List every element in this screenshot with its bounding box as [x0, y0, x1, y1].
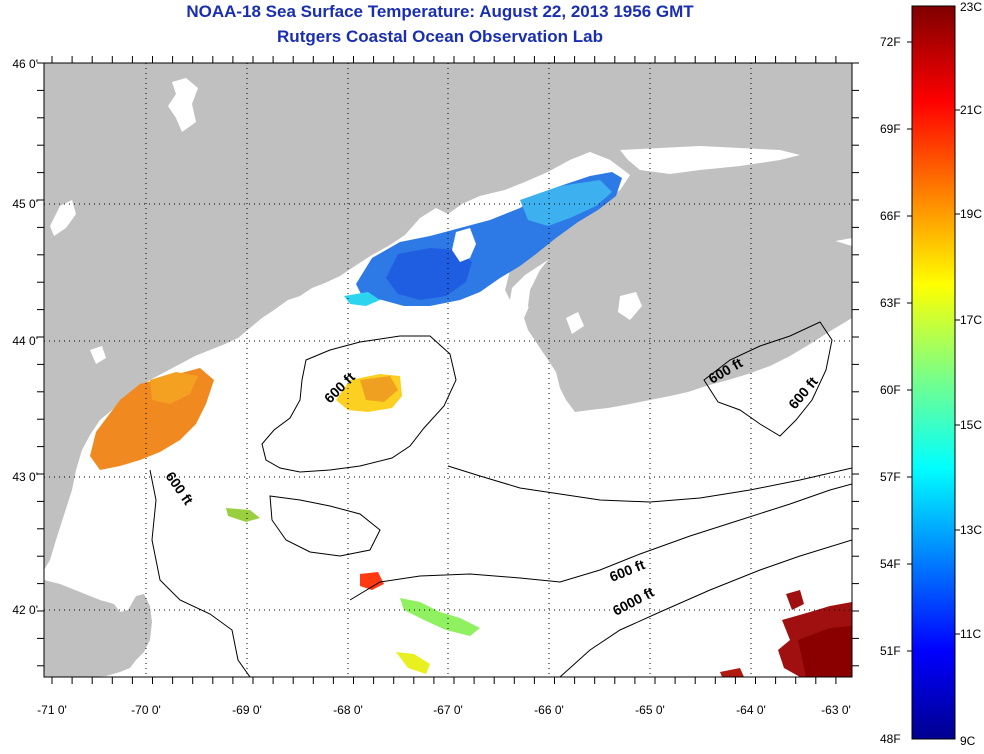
- colorbar-c-label: 9C: [960, 734, 976, 748]
- lon-tick-label: -71 0': [37, 703, 67, 717]
- land-maine-new-brunswick: [44, 63, 852, 570]
- lake: [618, 292, 642, 320]
- lon-tick-label: -67 0': [433, 703, 463, 717]
- lon-tick-label: -64 0': [736, 703, 766, 717]
- colorbar-c-label: 19C: [960, 207, 983, 221]
- colorbar-f-label: 54F: [880, 557, 901, 571]
- sst-patches: [90, 172, 852, 677]
- lon-tick-label: -69 0': [232, 703, 262, 717]
- colorbar-f-label: 51F: [880, 644, 901, 658]
- map-title: NOAA-18 Sea Surface Temperature: August …: [186, 2, 694, 21]
- plot-frame: [43, 62, 853, 678]
- colorbar-f-label: 66F: [880, 209, 901, 223]
- lat-tick-label: 43 0': [12, 470, 38, 484]
- lake: [90, 346, 106, 364]
- colorbar-c-label: 13C: [960, 523, 983, 537]
- lat-tick-label: 45 0': [12, 197, 38, 211]
- lat-tick-label: 44 0': [12, 334, 38, 348]
- colorbar-f-label: 60F: [880, 383, 901, 397]
- minas-basin: [620, 146, 800, 174]
- colorbar-c-label: 23C: [960, 0, 983, 14]
- lat-tick-label: 46 0': [12, 57, 38, 71]
- colorbar: [907, 5, 960, 740]
- axis-ticks: [37, 56, 859, 684]
- colorbar-f-label: 63F: [880, 296, 901, 310]
- lon-tick-label: -66 0': [534, 703, 564, 717]
- lon-tick-label: -65 0': [635, 703, 665, 717]
- land-cape-cod: [44, 580, 152, 677]
- lat-tick-label: 42 0': [12, 603, 38, 617]
- land-nova-scotia: [524, 238, 852, 412]
- colorbar-f-label: 57F: [880, 470, 901, 484]
- latitude-axis: 46 0' 45 0' 44 0' 43 0' 42 0': [12, 57, 38, 617]
- map-subtitle: Rutgers Coastal Ocean Observation Lab: [277, 27, 603, 46]
- colorbar-c-label: 17C: [960, 313, 983, 327]
- lon-tick-label: -63 0': [821, 703, 851, 717]
- bathymetry-contours: [149, 321, 852, 677]
- lon-tick-label: -68 0': [333, 703, 363, 717]
- colorbar-c-label: 11C: [960, 627, 982, 641]
- colorbar-f-label: 69F: [880, 122, 901, 136]
- colorbar-f-label: 48F: [880, 732, 901, 746]
- lake: [566, 312, 584, 334]
- lon-tick-label: -70 0': [131, 703, 161, 717]
- lake: [168, 78, 198, 132]
- colorbar-c-label: 15C: [960, 418, 983, 432]
- colorbar-c-label: 21C: [960, 103, 983, 117]
- lake: [50, 200, 76, 236]
- colorbar-f-label: 72F: [880, 35, 901, 49]
- longitude-axis: -71 0' -70 0' -69 0' -68 0' -67 0' -66 0…: [37, 703, 851, 717]
- colorbar-gradient: [911, 5, 956, 740]
